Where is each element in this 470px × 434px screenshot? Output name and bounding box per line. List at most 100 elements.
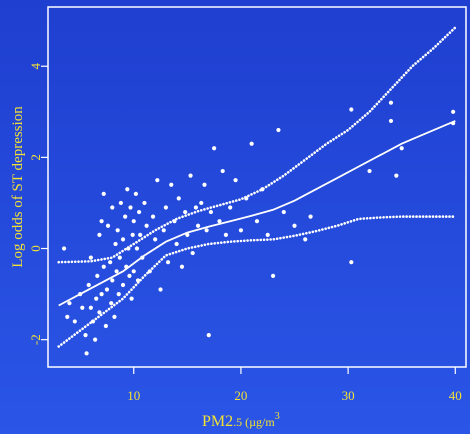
data-point [112, 314, 117, 319]
data-point [217, 219, 222, 224]
data-point [195, 223, 201, 228]
data-point [127, 273, 132, 278]
axis-layer: 10 20 30 40 -2 0 2 4 [28, 62, 462, 403]
data-point [388, 118, 394, 124]
data-point [93, 337, 98, 342]
data-point [244, 196, 249, 201]
data-point [265, 232, 270, 237]
data-point [260, 187, 265, 192]
data-point [367, 168, 372, 174]
data-point [99, 219, 104, 224]
y-tick-label: 0 [28, 245, 43, 252]
data-point [97, 232, 102, 237]
data-point [144, 223, 149, 228]
x-axis-title: PM2.5 (µg/m3 [202, 411, 280, 430]
data-point [228, 205, 233, 210]
data-point [202, 182, 207, 187]
data-point [110, 205, 115, 210]
data-point [238, 228, 244, 233]
data-point [126, 246, 131, 251]
data-point [349, 260, 354, 265]
confidence-band-line-2 [57, 215, 457, 348]
data-point [176, 196, 181, 201]
data-point [249, 141, 254, 146]
y-tick-label: 4 [28, 62, 43, 69]
data-point [349, 107, 354, 112]
plot-frame [47, 6, 467, 368]
data-point [101, 191, 106, 196]
x-axis-title-base: PM2 [202, 413, 233, 430]
data-point [292, 223, 297, 228]
data-point [103, 323, 108, 329]
confidence-band-line-1 [57, 26, 457, 264]
data-point [150, 214, 156, 219]
data-point [124, 264, 129, 269]
data-point [451, 121, 456, 126]
data-point [133, 191, 138, 196]
data-point [281, 209, 286, 215]
data-point [169, 182, 174, 187]
fit-line [58, 120, 456, 307]
data-point [72, 319, 77, 324]
data-point [108, 260, 113, 265]
data-point [204, 228, 209, 233]
data-point [208, 209, 214, 215]
data-point [451, 109, 456, 114]
data-point [138, 232, 143, 237]
data-point [88, 255, 93, 260]
data-point [61, 246, 67, 251]
x-tick-label: 10 [127, 388, 140, 403]
data-point [185, 232, 190, 237]
data-point [188, 173, 193, 178]
data-point [80, 305, 85, 310]
data-point [163, 205, 168, 210]
data-point [97, 310, 102, 315]
y-tick-label: -2 [28, 334, 43, 345]
data-point [206, 333, 211, 338]
data-point [135, 278, 141, 283]
data-point [303, 237, 308, 242]
data-point [114, 269, 119, 274]
data-point [113, 241, 118, 247]
data-point [174, 241, 179, 247]
data-point [137, 209, 142, 215]
data-point [120, 282, 126, 288]
x-tick-label: 40 [449, 388, 462, 403]
data-point [65, 314, 70, 319]
data-point [105, 223, 111, 228]
data-point [90, 319, 96, 324]
data-point [67, 301, 72, 306]
data-point [116, 291, 121, 297]
data-point [115, 228, 120, 233]
data-point [399, 146, 404, 151]
data-point [394, 173, 399, 178]
data-point [147, 269, 152, 274]
data-point [86, 282, 91, 288]
data-point [125, 187, 130, 192]
x-axis-title-sup: 3 [275, 411, 280, 422]
data-point [190, 250, 195, 256]
data-point [78, 291, 83, 297]
plot-area [57, 26, 457, 356]
data-point [83, 333, 88, 338]
data-point [101, 264, 106, 269]
data-point [129, 296, 134, 301]
data-point [104, 287, 110, 292]
data-point [254, 219, 260, 224]
data-point [199, 200, 204, 206]
data-point [308, 214, 313, 219]
data-point [84, 351, 89, 356]
data-point [165, 260, 171, 265]
data-point [110, 278, 115, 283]
data-point [388, 100, 394, 105]
data-point [123, 214, 128, 219]
data-point [158, 287, 163, 292]
data-point [99, 291, 104, 297]
data-point [118, 200, 123, 206]
data-point [131, 269, 136, 274]
data-point [183, 209, 188, 215]
data-point [140, 255, 145, 260]
data-point [120, 237, 126, 242]
data-point [193, 205, 199, 210]
data-point [117, 255, 122, 260]
